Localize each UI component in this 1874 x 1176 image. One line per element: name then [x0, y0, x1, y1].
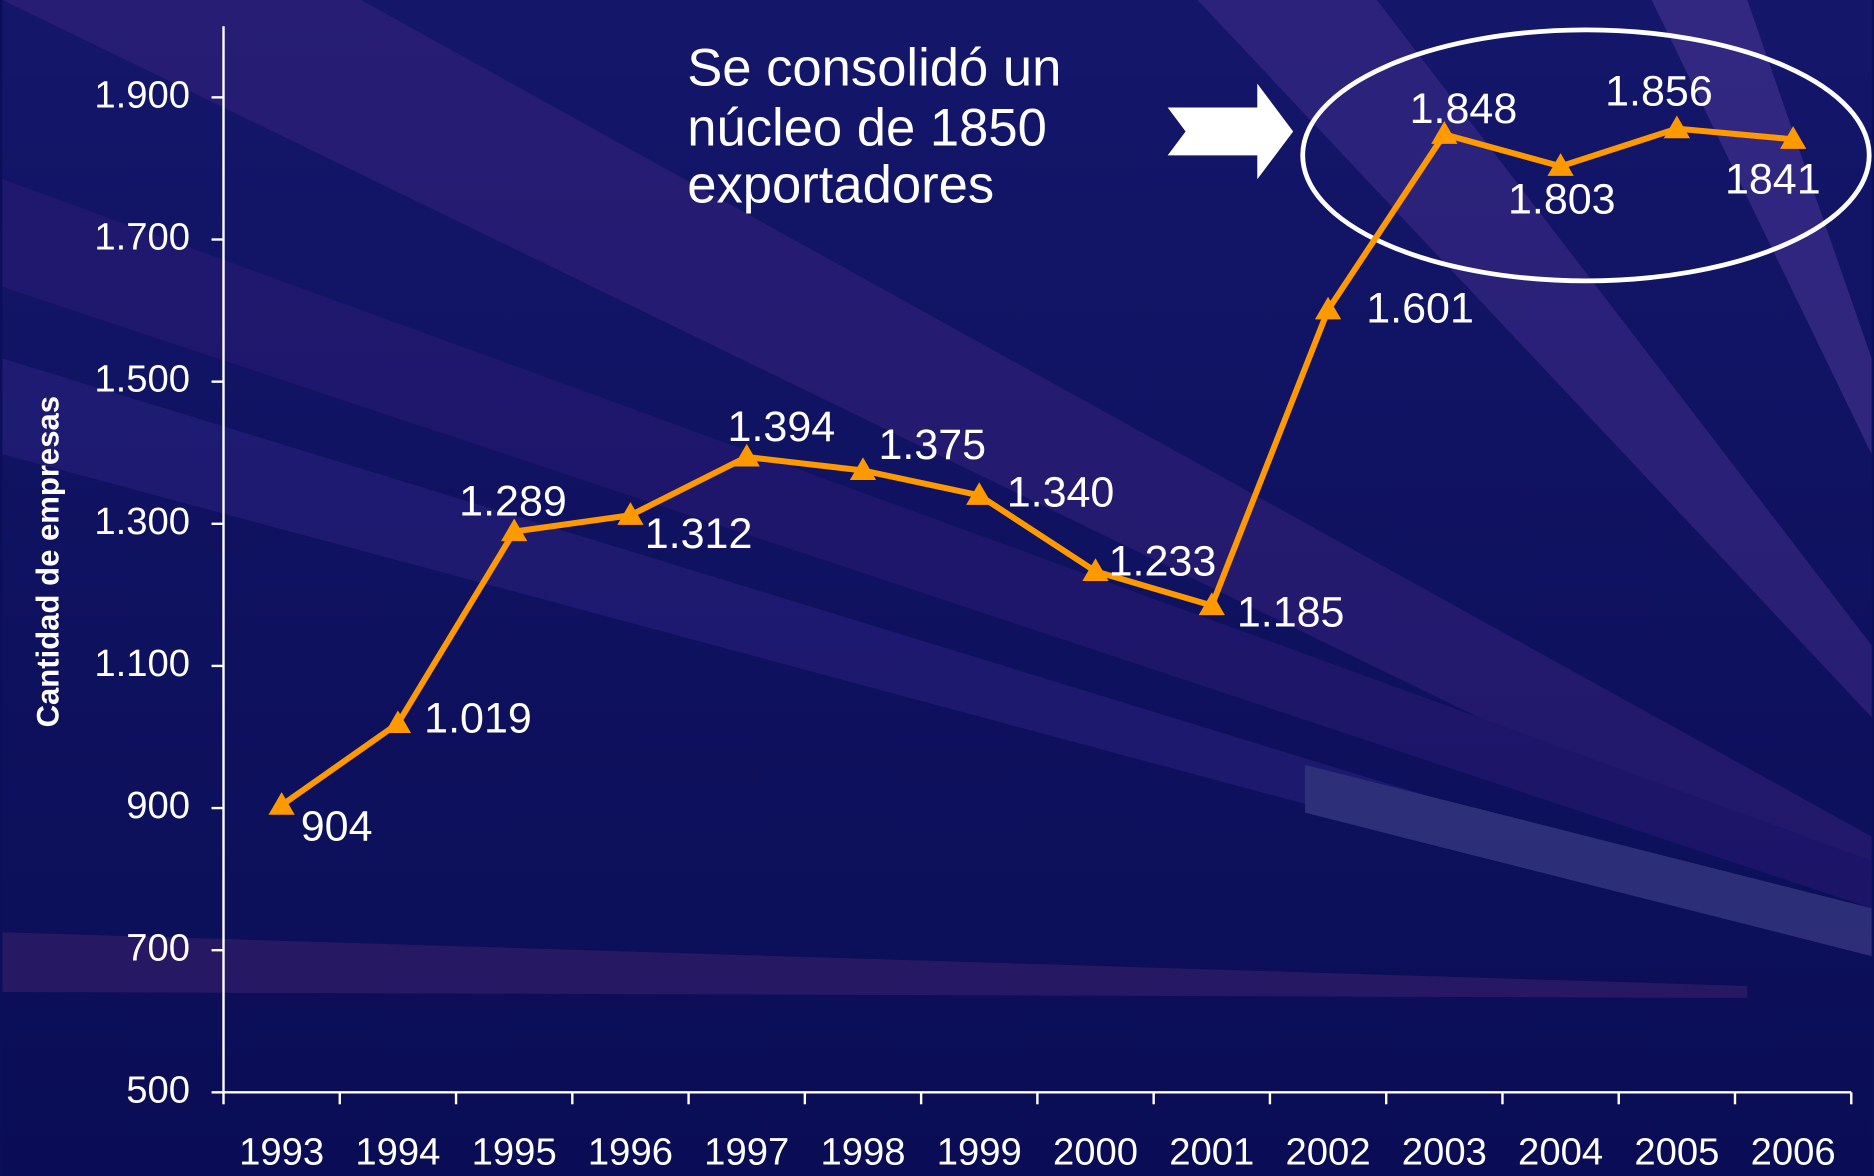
marker: [1431, 121, 1458, 144]
data-label: 1.289: [459, 477, 567, 525]
x-tick-label: 2005: [1634, 1131, 1719, 1174]
y-tick-label: 1.700: [94, 216, 190, 259]
x-tick-label: 2006: [1751, 1131, 1836, 1174]
x-tick-label: 1996: [588, 1131, 673, 1174]
marker: [966, 482, 993, 505]
arrow: [1167, 83, 1294, 180]
data-label: 1.375: [878, 421, 986, 469]
data-label: 1.185: [1237, 588, 1345, 636]
y-tick-label: 500: [126, 1068, 190, 1111]
marker: [384, 710, 412, 734]
marker: [1547, 153, 1574, 176]
annotation-line: núcleo de 1850: [687, 98, 1047, 157]
line: [279, 125, 1794, 808]
annotation: Se consolidó un núcleo de 1850 exportado…: [687, 39, 1061, 215]
x-tick-label: 1993: [239, 1131, 324, 1174]
annotation-line: Se consolidó un: [687, 39, 1061, 98]
y-tick-label: 700: [126, 926, 190, 969]
y-tick-label: 1.300: [94, 500, 190, 543]
x-tick-label: 2000: [1053, 1131, 1138, 1174]
data-label: 1.601: [1366, 284, 1474, 332]
x-tick-label: 2001: [1169, 1131, 1254, 1174]
highlight-ellipse: [1300, 27, 1872, 284]
x-tick-label: 1995: [472, 1131, 557, 1174]
x-tick-label: 1998: [820, 1131, 905, 1174]
x-tick-label: 1999: [937, 1131, 1022, 1174]
marker: [1663, 115, 1691, 139]
data-label: 1.856: [1605, 67, 1713, 115]
data-label: 1.340: [1007, 469, 1115, 517]
data-label: 1.848: [1410, 85, 1518, 133]
y-tick-label: 1.100: [94, 642, 190, 685]
marker: [1198, 592, 1225, 616]
x-tick-label: 1997: [704, 1131, 789, 1174]
x-tick-label: 2002: [1286, 1131, 1371, 1174]
data-label: 1.019: [424, 694, 532, 742]
x-tick-label: 2003: [1402, 1131, 1487, 1174]
marker: [849, 457, 877, 481]
y-tick-label: 1.900: [94, 73, 190, 116]
annotation-line: exportadores: [687, 156, 994, 215]
marker: [1779, 126, 1807, 149]
x-tick-label: 2004: [1518, 1131, 1603, 1174]
marker: [1082, 558, 1109, 581]
y-tick-label: 900: [126, 784, 190, 827]
y-tick-label: 1.500: [94, 358, 190, 401]
marker: [1314, 296, 1342, 320]
marker: [268, 792, 295, 815]
data-label: 904: [301, 802, 373, 850]
marker: [617, 502, 644, 525]
y-axis-label: Cantidad de empresas: [30, 396, 65, 727]
x-tick-label: 1994: [355, 1131, 440, 1174]
data-label: 1841: [1725, 156, 1821, 204]
data-label: 1.233: [1109, 538, 1217, 586]
marker: [501, 518, 528, 542]
data-label: 1.394: [728, 403, 836, 451]
marker: [733, 443, 760, 467]
data-label: 1.803: [1508, 176, 1616, 224]
data-label: 1.312: [645, 510, 753, 558]
